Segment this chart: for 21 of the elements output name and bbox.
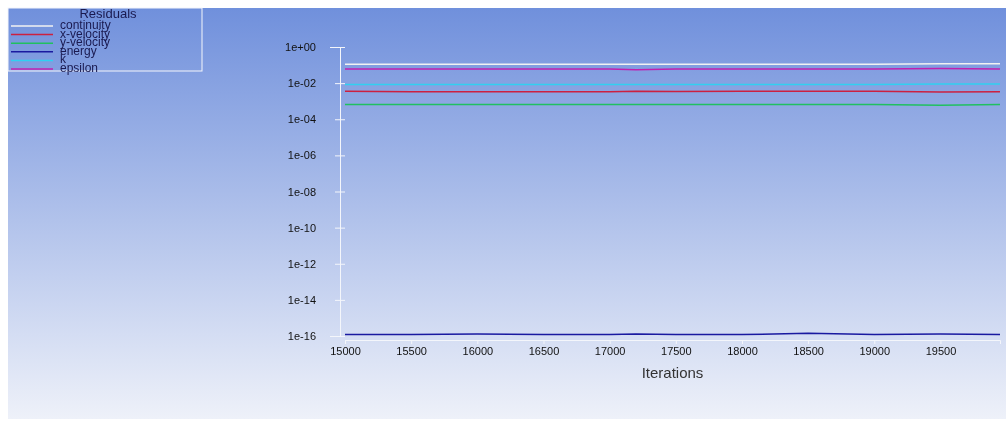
- x-tick-label: 16000: [462, 344, 494, 357]
- x-tick-label: 18500: [793, 344, 824, 357]
- y-tick-label: 1e-06: [287, 149, 316, 162]
- x-axis-title: Iterations: [641, 364, 704, 381]
- x-tick-label: 19500: [925, 344, 957, 357]
- y-tick-label: 1e-08: [287, 185, 316, 198]
- y-tick-label: 1e-12: [287, 257, 316, 270]
- x-tick-label: 15000: [330, 344, 361, 357]
- x-tick-label: 16500: [528, 344, 560, 357]
- x-tick-label: 17000: [594, 344, 626, 357]
- y-tick-label: 1e-02: [287, 77, 316, 90]
- y-tick-label: 1e-14: [287, 293, 316, 306]
- y-tick-label: 1e-16: [287, 330, 316, 343]
- x-tick-label: 15500: [396, 344, 427, 357]
- legend-title: Residuals: [79, 6, 138, 21]
- y-tick-label: 1e-04: [287, 113, 316, 126]
- y-tick-label: 1e+00: [285, 41, 316, 54]
- x-tick-label: 19000: [859, 344, 891, 357]
- x-tick-label: 17500: [661, 344, 692, 357]
- y-tick-label: 1e-10: [287, 221, 316, 234]
- x-tick-label: 18000: [727, 344, 758, 357]
